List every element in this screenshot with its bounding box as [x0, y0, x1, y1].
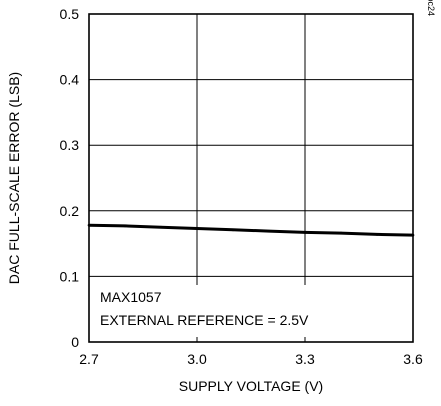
data-point	[267, 229, 271, 233]
figure-id: MAX1020 toc24	[426, 0, 436, 16]
data-point	[303, 231, 307, 234]
x-tick-label: 3.0	[187, 351, 207, 367]
annotation-box	[96, 285, 310, 337]
x-tick-label: 3.6	[403, 351, 423, 367]
y-axis-label: DAC FULL-SCALE ERROR (LSB)	[6, 72, 22, 284]
y-tick-label: 0.2	[60, 203, 80, 219]
data-point	[159, 225, 163, 229]
data-point	[375, 233, 379, 236]
series-line	[88, 223, 414, 237]
x-tick-label: 3.3	[295, 351, 315, 367]
annotation-device: MAX1057	[100, 289, 162, 305]
annotation-reference: EXTERNAL REFERENCE = 2.5V	[100, 312, 309, 328]
y-tick-label: 0	[71, 334, 79, 350]
y-tick-label: 0.1	[60, 268, 80, 284]
y-tick-label: 0.4	[60, 72, 80, 88]
series-layer	[87, 223, 415, 237]
x-tick-labels: 2.7 3.0 3.3 3.6	[79, 351, 423, 367]
y-tick-label: 0.3	[60, 137, 80, 153]
data-point	[231, 228, 235, 232]
plot-frame	[88, 13, 414, 343]
y-tick-labels: 0 0.1 0.2 0.3 0.4 0.5	[60, 6, 80, 350]
x-tick-label: 2.7	[79, 351, 99, 367]
data-point	[339, 231, 343, 235]
x-axis-label: SUPPLY VOLTAGE (V)	[179, 378, 323, 394]
data-point	[123, 224, 127, 228]
data-point	[195, 227, 199, 230]
y-tick-label: 0.5	[60, 6, 80, 22]
